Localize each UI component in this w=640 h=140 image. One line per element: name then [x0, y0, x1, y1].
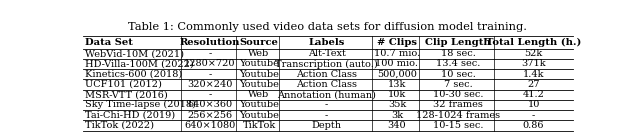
Text: 10 sec.: 10 sec.	[440, 70, 476, 79]
Text: 128-1024 frames: 128-1024 frames	[416, 111, 500, 120]
Text: 13.4 sec.: 13.4 sec.	[436, 60, 480, 68]
Text: 340: 340	[388, 121, 406, 130]
Text: Youtube: Youtube	[239, 111, 279, 120]
Text: HD-Villa-100M (2022): HD-Villa-100M (2022)	[86, 60, 194, 68]
Text: 10-15 sec.: 10-15 sec.	[433, 121, 483, 130]
Text: 13k: 13k	[388, 80, 406, 89]
Text: 256×256: 256×256	[188, 111, 232, 120]
Text: Alt-Text: Alt-Text	[308, 49, 346, 58]
Text: Source: Source	[239, 38, 278, 47]
Text: 1280×720: 1280×720	[184, 60, 236, 68]
Text: 640×1080: 640×1080	[184, 121, 236, 130]
Text: Youtube: Youtube	[239, 100, 279, 109]
Text: Kinetics-600 (2018): Kinetics-600 (2018)	[86, 70, 182, 79]
Text: Transcription (auto.): Transcription (auto.)	[275, 59, 378, 68]
Text: -: -	[532, 111, 535, 120]
Text: -: -	[209, 49, 212, 58]
Text: Sky Time-lapse (2018): Sky Time-lapse (2018)	[86, 100, 196, 109]
Text: 500,000: 500,000	[377, 70, 417, 79]
Text: MSR-VTT (2016): MSR-VTT (2016)	[86, 90, 168, 99]
Text: 27: 27	[527, 80, 540, 89]
Text: 52k: 52k	[524, 49, 543, 58]
Text: -: -	[209, 70, 212, 79]
Text: 18 sec.: 18 sec.	[440, 49, 476, 58]
Text: Web: Web	[248, 90, 269, 99]
Text: Action Class: Action Class	[296, 70, 357, 79]
Text: 371k: 371k	[521, 60, 546, 68]
Text: 0.86: 0.86	[523, 121, 545, 130]
Text: 320×240: 320×240	[188, 80, 233, 89]
Text: Data Set: Data Set	[86, 38, 133, 47]
Text: UCF101 (2012): UCF101 (2012)	[86, 80, 163, 89]
Text: 640×360: 640×360	[188, 100, 232, 109]
Text: Annotation (human): Annotation (human)	[277, 90, 376, 99]
Text: 10.7 mio.: 10.7 mio.	[374, 49, 420, 58]
Text: 35k: 35k	[388, 100, 406, 109]
Text: 10: 10	[527, 100, 540, 109]
Text: Resolution: Resolution	[180, 38, 240, 47]
Text: Web: Web	[248, 49, 269, 58]
Text: TikTok (2022): TikTok (2022)	[86, 121, 154, 130]
Text: Action Class: Action Class	[296, 80, 357, 89]
Text: Tai-Chi-HD (2019): Tai-Chi-HD (2019)	[86, 111, 175, 120]
Text: Youtube: Youtube	[239, 80, 279, 89]
Text: Table 1: Commonly used video data sets for diffusion model training.: Table 1: Commonly used video data sets f…	[129, 22, 527, 32]
Text: 7 sec.: 7 sec.	[444, 80, 472, 89]
Text: Labels: Labels	[308, 38, 345, 47]
Text: -: -	[325, 100, 328, 109]
Text: 100 mio.: 100 mio.	[376, 60, 419, 68]
Text: 41.2: 41.2	[523, 90, 545, 99]
Text: Total Length (h.): Total Length (h.)	[486, 38, 581, 47]
Text: 10-30 sec.: 10-30 sec.	[433, 90, 483, 99]
Text: 3k: 3k	[391, 111, 403, 120]
Text: # Clips: # Clips	[377, 38, 417, 47]
Text: 1.4k: 1.4k	[523, 70, 545, 79]
Text: Youtube: Youtube	[239, 70, 279, 79]
Text: -: -	[209, 90, 212, 99]
Text: WebVid-10M (2021): WebVid-10M (2021)	[86, 49, 184, 58]
Text: 10k: 10k	[388, 90, 406, 99]
Text: 32 frames: 32 frames	[433, 100, 483, 109]
Text: Youtube: Youtube	[239, 60, 279, 68]
Text: TikTok: TikTok	[243, 121, 276, 130]
Text: Depth: Depth	[312, 121, 342, 130]
Text: Clip Length: Clip Length	[425, 38, 491, 47]
Text: -: -	[325, 111, 328, 120]
